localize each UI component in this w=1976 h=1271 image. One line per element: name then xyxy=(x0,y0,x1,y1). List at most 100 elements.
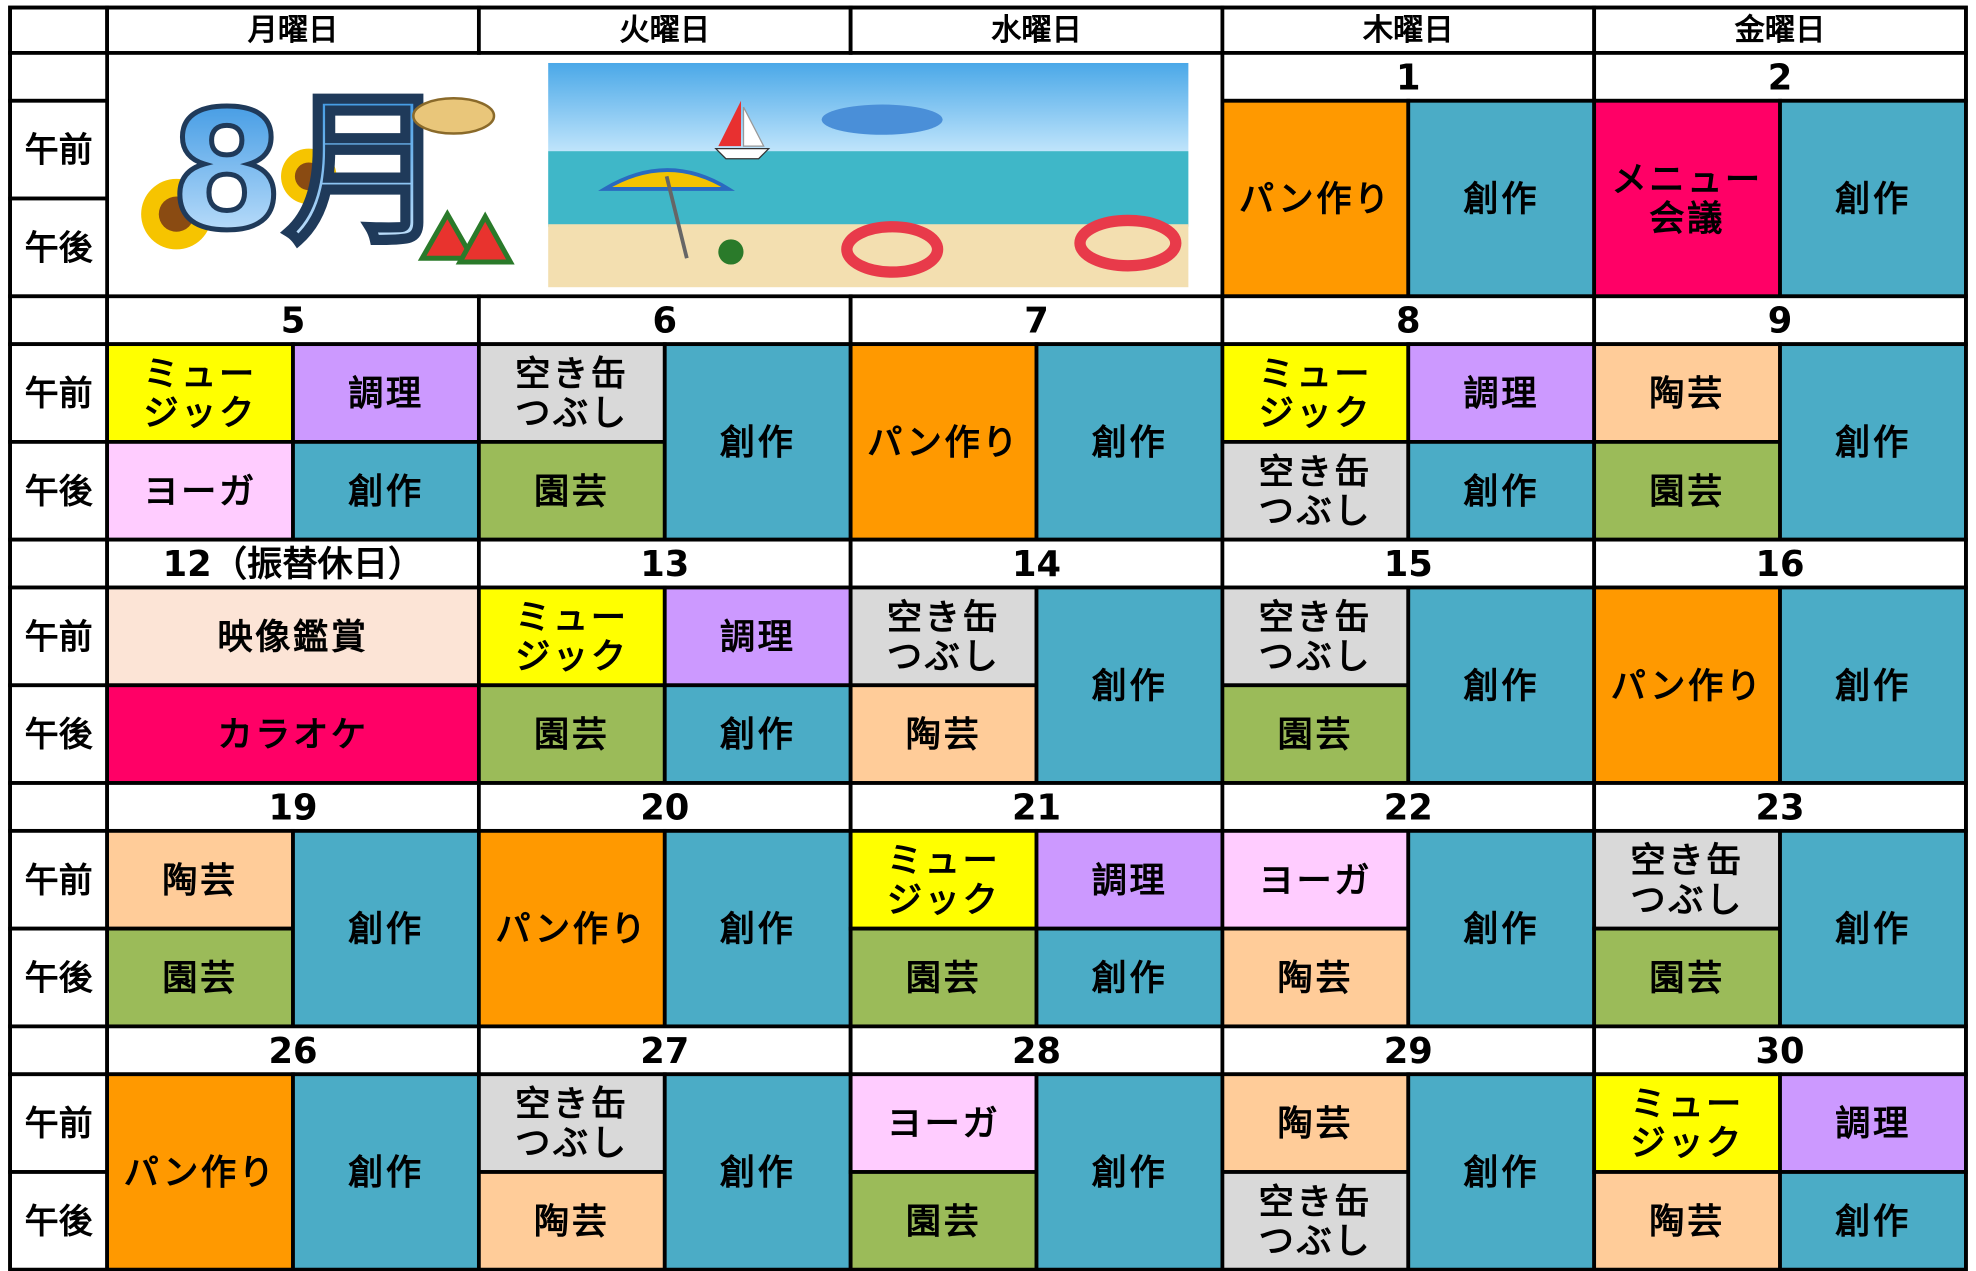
activity-label: ミュージック xyxy=(887,841,1000,921)
activity-line: 空き缶 xyxy=(1259,452,1372,493)
activity-cell xyxy=(476,342,667,444)
activity-label: 創作 xyxy=(1835,1201,1911,1242)
date-label: 21 xyxy=(1012,787,1061,828)
activity-line: パン作り xyxy=(867,422,1020,463)
activity-label: カラオケ xyxy=(217,715,368,756)
activity-line: 空き缶 xyxy=(1630,841,1743,882)
date-label: 19 xyxy=(268,787,317,828)
activity-cell xyxy=(476,1170,667,1271)
activity-line: 創作 xyxy=(348,471,424,512)
activity-line: つぶし xyxy=(515,393,628,434)
activity-line: 創作 xyxy=(720,715,796,756)
activity-label: ヨーガ xyxy=(1259,860,1372,901)
activity-line: 創作 xyxy=(1092,958,1168,999)
activity-line: ジック xyxy=(143,393,256,434)
date-label: 13 xyxy=(640,544,689,585)
date-label: 30 xyxy=(1755,1031,1804,1072)
activity-label: 創作 xyxy=(1092,1153,1168,1194)
activity-label: 園芸 xyxy=(162,958,238,999)
activity-line: 陶芸 xyxy=(1649,374,1725,415)
weekday-label: 金曜日 xyxy=(1734,12,1826,48)
date-label: 9 xyxy=(1768,301,1793,342)
activity-cell xyxy=(105,683,481,785)
period-label: 午後 xyxy=(25,228,94,268)
activity-line: 創作 xyxy=(1835,1201,1911,1242)
activity-line: 空き缶 xyxy=(1259,1182,1372,1223)
activity-label: 空き缶つぶし xyxy=(1259,452,1372,532)
activity-label: 陶芸 xyxy=(1649,374,1725,415)
activity-line: 創作 xyxy=(1463,909,1539,950)
activity-cell xyxy=(105,585,481,688)
activity-cell xyxy=(1406,585,1597,785)
activity-cell xyxy=(291,828,481,1029)
activity-label: 園芸 xyxy=(906,1201,982,1242)
date-label: 26 xyxy=(268,1031,317,1072)
label-cell xyxy=(8,781,110,833)
label-cell xyxy=(8,828,110,931)
activity-line: 創作 xyxy=(720,422,796,463)
activity-cell xyxy=(1592,342,1782,444)
activity-line: 陶芸 xyxy=(534,1201,610,1242)
activity-label: パン作り xyxy=(1239,179,1392,220)
month-illustration: 8月 xyxy=(141,73,515,269)
activity-cell xyxy=(291,440,481,542)
activity-label: メニュー会議 xyxy=(1612,160,1763,240)
activity-line: つぶし xyxy=(515,1123,628,1164)
activity-cell xyxy=(1592,1072,1782,1174)
activity-line: 創作 xyxy=(1835,909,1911,950)
activity-line: ジック xyxy=(1259,393,1372,434)
activity-cell xyxy=(848,683,1039,785)
activity-line: 創作 xyxy=(720,909,796,950)
date-cell xyxy=(476,1024,853,1077)
label-cell xyxy=(8,342,110,444)
label-cell xyxy=(8,51,110,103)
activity-label: 創作 xyxy=(348,1153,424,1194)
activity-label: 創作 xyxy=(348,471,424,512)
weekday-label: 水曜日 xyxy=(991,13,1082,48)
activity-label: 陶芸 xyxy=(1649,1201,1725,1242)
beach-illustration xyxy=(548,62,1189,288)
activity-line: 園芸 xyxy=(1278,715,1354,756)
activity-label: 創作 xyxy=(1463,1153,1539,1194)
activity-line: パン作り xyxy=(1239,179,1392,220)
activity-label: 創作 xyxy=(1463,666,1539,707)
date-label: 12（振替休日） xyxy=(163,544,424,585)
activity-label: 陶芸 xyxy=(162,860,238,901)
date-label: 22 xyxy=(1384,787,1433,828)
activity-line: 園芸 xyxy=(906,958,982,999)
activity-label: 空き缶つぶし xyxy=(887,597,1000,677)
activity-line: 調理 xyxy=(1835,1104,1911,1145)
activity-line: ミュー xyxy=(1259,354,1372,395)
activity-line: 創作 xyxy=(1092,422,1168,463)
date-cell xyxy=(1592,781,1968,833)
activity-line: ジック xyxy=(515,636,628,677)
activity-label: 陶芸 xyxy=(1278,1104,1354,1145)
activity-label: パン作り xyxy=(867,422,1020,463)
activity-line: 創作 xyxy=(1835,179,1911,220)
activity-line: つぶし xyxy=(1259,1221,1372,1262)
date-label: 8 xyxy=(1396,301,1421,342)
activity-cell xyxy=(105,342,295,444)
label-cell xyxy=(8,1024,110,1077)
activity-label: 空き缶つぶし xyxy=(515,1084,628,1164)
activity-cell xyxy=(1406,342,1597,444)
activity-line: パン作り xyxy=(1611,666,1764,707)
activity-label: 創作 xyxy=(720,715,796,756)
activity-cell xyxy=(1034,828,1225,931)
activity-label: 園芸 xyxy=(534,715,610,756)
period-label: 午後 xyxy=(25,472,94,512)
period-label: 午前 xyxy=(25,374,93,414)
activity-line: 調理 xyxy=(1463,374,1539,415)
activity-label: 陶芸 xyxy=(906,715,982,756)
activity-line: 創作 xyxy=(1463,179,1539,220)
activity-label: 映像鑑賞 xyxy=(217,617,368,658)
activity-label: 空き缶つぶし xyxy=(1259,597,1372,677)
activity-label: ミュージック xyxy=(143,354,256,434)
date-label: 7 xyxy=(1024,301,1049,342)
activity-label: 空き缶つぶし xyxy=(1259,1182,1372,1262)
activity-label: 創作 xyxy=(1835,179,1911,220)
activity-line: 園芸 xyxy=(1649,471,1725,512)
activity-label: 創作 xyxy=(1463,179,1539,220)
activity-label: 創作 xyxy=(1463,471,1539,512)
